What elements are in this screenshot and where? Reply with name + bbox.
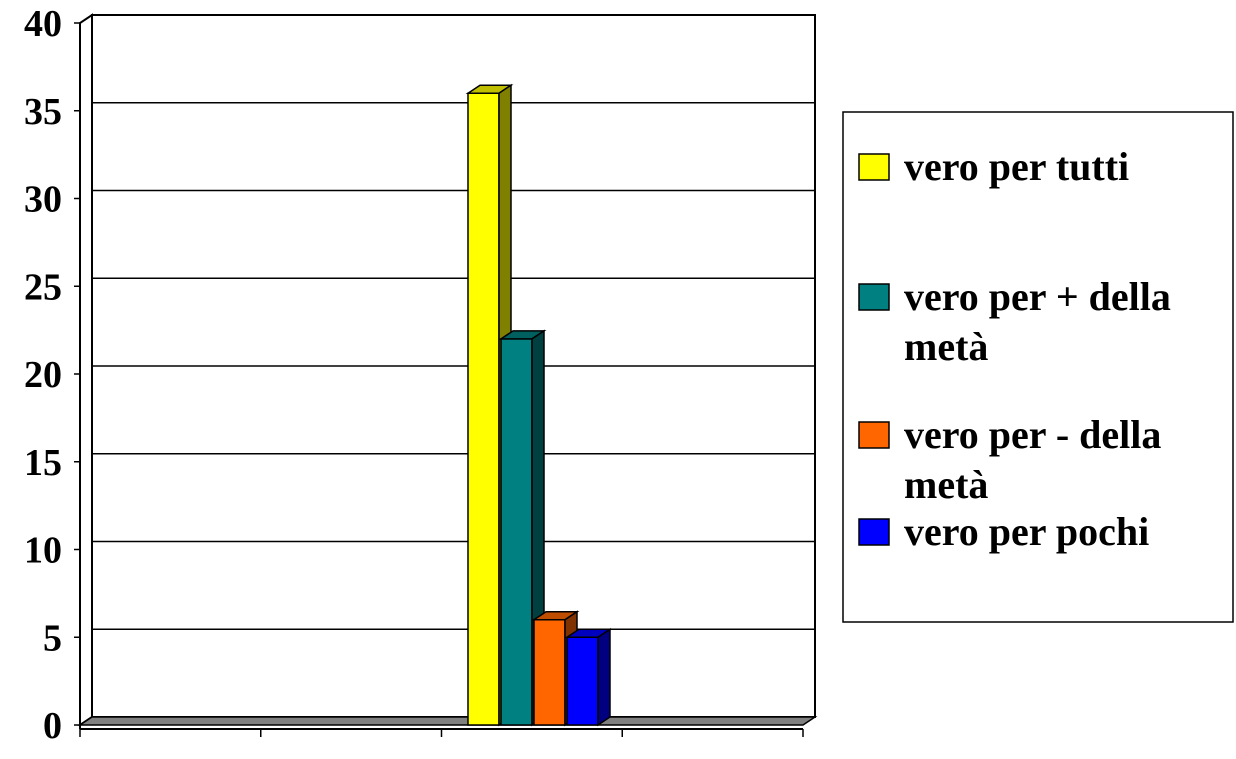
bar-front-face	[500, 338, 533, 726]
legend-label: metà	[904, 324, 988, 369]
y-tick-label: 40	[24, 3, 62, 45]
bar-front-face	[467, 92, 500, 726]
legend-item: vero per - della metà	[858, 412, 1161, 507]
y-tick-labels: 0 5 10 15 20 25 30 35 40	[24, 3, 62, 747]
legend-label: vero per tutti	[904, 144, 1129, 189]
plot-floor	[77, 716, 818, 726]
axis-layer	[74, 13, 818, 737]
bar-front-face	[566, 636, 599, 726]
legend-box	[842, 111, 1234, 623]
legend-label: vero per + della	[904, 274, 1171, 319]
y-tick-label: 25	[24, 266, 62, 308]
bar-1	[498, 329, 547, 727]
legend-label: metà	[904, 462, 988, 507]
legend-swatch	[858, 518, 890, 546]
legend-item: vero per pochi	[858, 509, 1149, 554]
y-tick-label: 0	[43, 705, 62, 747]
y-tick-label: 35	[24, 91, 62, 133]
legend-item: vero per + della metà	[858, 274, 1171, 369]
bar-front-face	[533, 618, 566, 726]
y-axis-side-wall	[79, 13, 93, 727]
y-tick-label: 20	[24, 354, 62, 396]
bar-3	[564, 627, 613, 727]
bar-side-face	[597, 627, 611, 727]
grid-layer	[91, 14, 816, 718]
legend-swatch	[858, 421, 890, 449]
bar-layer	[465, 83, 613, 727]
y-tick-label: 5	[43, 617, 62, 659]
legend-swatch	[858, 153, 890, 181]
legend-item: vero per tutti	[858, 144, 1129, 189]
y-tick-label: 10	[24, 530, 62, 572]
y-tick-label: 30	[24, 179, 62, 221]
legend-label: vero per - della	[904, 412, 1161, 457]
legend-swatch	[858, 283, 890, 311]
legend-label: vero per pochi	[904, 509, 1149, 554]
y-tick-label: 15	[24, 442, 62, 484]
